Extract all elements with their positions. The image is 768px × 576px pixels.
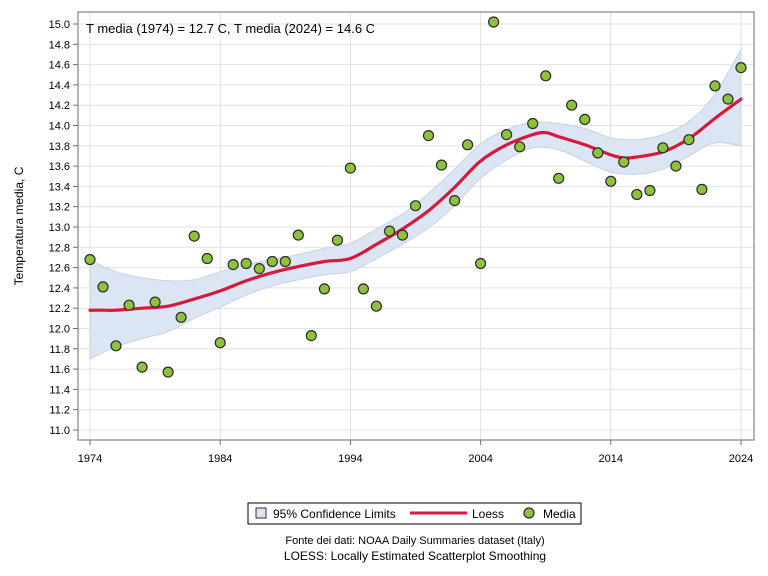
y-tick-label: 14.0: [49, 121, 70, 133]
data-point-media: [136, 361, 148, 373]
y-tick-label: 13.0: [49, 222, 70, 234]
data-point-media: [475, 257, 487, 270]
data-point-media: [214, 337, 226, 349]
confidence-band: [89, 47, 742, 360]
data-point-media: [318, 283, 330, 295]
legend-label-confidence: 95% Confidence Limits: [273, 507, 396, 521]
y-tick-label: 11.8: [49, 344, 70, 356]
data-point-media: [735, 61, 747, 74]
data-point-media: [631, 188, 643, 201]
scatter-markers-layer: [84, 16, 747, 378]
x-tick-label: 1984: [208, 453, 232, 465]
data-point-media: [266, 255, 278, 268]
data-point-media: [709, 80, 721, 92]
data-point-media: [449, 195, 461, 207]
plot-frame: [77, 11, 755, 441]
data-point-media: [657, 142, 669, 154]
data-point-media: [605, 175, 617, 187]
y-tick-label: 13.6: [49, 161, 70, 173]
data-point-media: [618, 156, 630, 168]
data-point-media: [292, 229, 304, 241]
data-point-media: [227, 259, 239, 271]
y-tick-label: 12.0: [49, 324, 70, 336]
data-point-media: [344, 162, 356, 174]
y-tick-label: 12.2: [49, 303, 70, 315]
footnote-loess: LOESS: Locally Estimated Scatterplot Smo…: [284, 549, 546, 563]
legend-swatch-media: [523, 507, 535, 519]
data-point-media: [162, 366, 174, 378]
data-point-media: [501, 129, 513, 141]
legend-label-media: Media: [543, 507, 576, 521]
axes: 11.0 11.2 11.4 11.6 11.8 12.0 12.2 12.4 12.6 12.8…: [49, 19, 754, 465]
data-point-media: [84, 253, 96, 266]
x-tick-label: 1994: [338, 453, 362, 465]
data-point-media: [579, 113, 591, 126]
data-point-media: [97, 281, 109, 293]
y-tick-label: 12.6: [49, 263, 70, 275]
y-tick-label: 14.8: [49, 39, 70, 51]
y-tick-label: 13.2: [49, 202, 70, 214]
y-tick-label: 15.0: [49, 19, 70, 31]
data-point-media: [683, 134, 695, 146]
y-tick-label: 14.4: [49, 80, 70, 92]
y-tick-label: 14.6: [49, 60, 70, 72]
data-point-media: [110, 340, 122, 352]
data-point-media: [331, 234, 343, 246]
data-point-media: [670, 160, 682, 172]
data-point-media: [396, 229, 409, 241]
y-tick-label: 11.6: [49, 364, 70, 376]
y-axis-label: Temperatura media, C: [12, 166, 26, 285]
data-point-media: [566, 99, 578, 111]
data-point-media: [527, 117, 539, 130]
y-tick-label: 11.2: [49, 405, 70, 417]
y-tick-label: 11.4: [49, 384, 70, 396]
data-point-media: [188, 230, 200, 242]
data-point-media: [514, 141, 526, 153]
footnote-source: Fonte dei dati: NOAA Daily Summaries dat…: [285, 535, 544, 547]
y-tick-label: 13.4: [49, 181, 70, 193]
data-point-media: [305, 330, 317, 342]
data-point-media: [383, 225, 396, 237]
data-point-media: [462, 139, 474, 151]
y-tick-label: 12.8: [49, 242, 70, 254]
confidence-band-layer: [89, 47, 742, 360]
legend-swatch-confidence: [255, 507, 267, 519]
data-point-media: [435, 159, 448, 171]
legend: 95% Confidence Limits Loess Media: [247, 502, 582, 525]
y-tick-label: 14.2: [49, 100, 70, 112]
x-tick-label: 2014: [599, 453, 623, 465]
x-tick-label: 2004: [468, 453, 492, 465]
data-point-media: [123, 299, 135, 311]
data-point-media: [592, 147, 604, 159]
y-tick-label: 12.4: [49, 283, 70, 295]
x-tick-label: 2024: [729, 453, 753, 465]
y-tick-label: 13.8: [49, 141, 70, 153]
data-point-media: [253, 263, 265, 275]
data-point-media: [370, 300, 382, 312]
data-point-media: [553, 172, 565, 184]
chart-annotation: T media (1974) = 12.7 C, T media (2024) …: [86, 21, 375, 36]
x-tick-label: 1974: [78, 453, 102, 465]
data-point-media: [175, 311, 187, 323]
data-point-media: [696, 183, 708, 195]
data-point-media: [422, 130, 435, 142]
data-point-media: [540, 70, 552, 82]
legend-label-loess: Loess: [472, 507, 504, 521]
data-point-media: [201, 252, 213, 265]
data-point-media: [644, 184, 656, 197]
data-point-media: [488, 16, 500, 28]
data-point-media: [149, 296, 161, 308]
y-tick-label: 11.0: [49, 425, 70, 437]
data-point-media: [240, 257, 252, 270]
data-point-media: [722, 93, 734, 105]
data-point-media: [357, 283, 369, 295]
data-point-media: [409, 200, 422, 212]
data-point-media: [279, 255, 291, 268]
